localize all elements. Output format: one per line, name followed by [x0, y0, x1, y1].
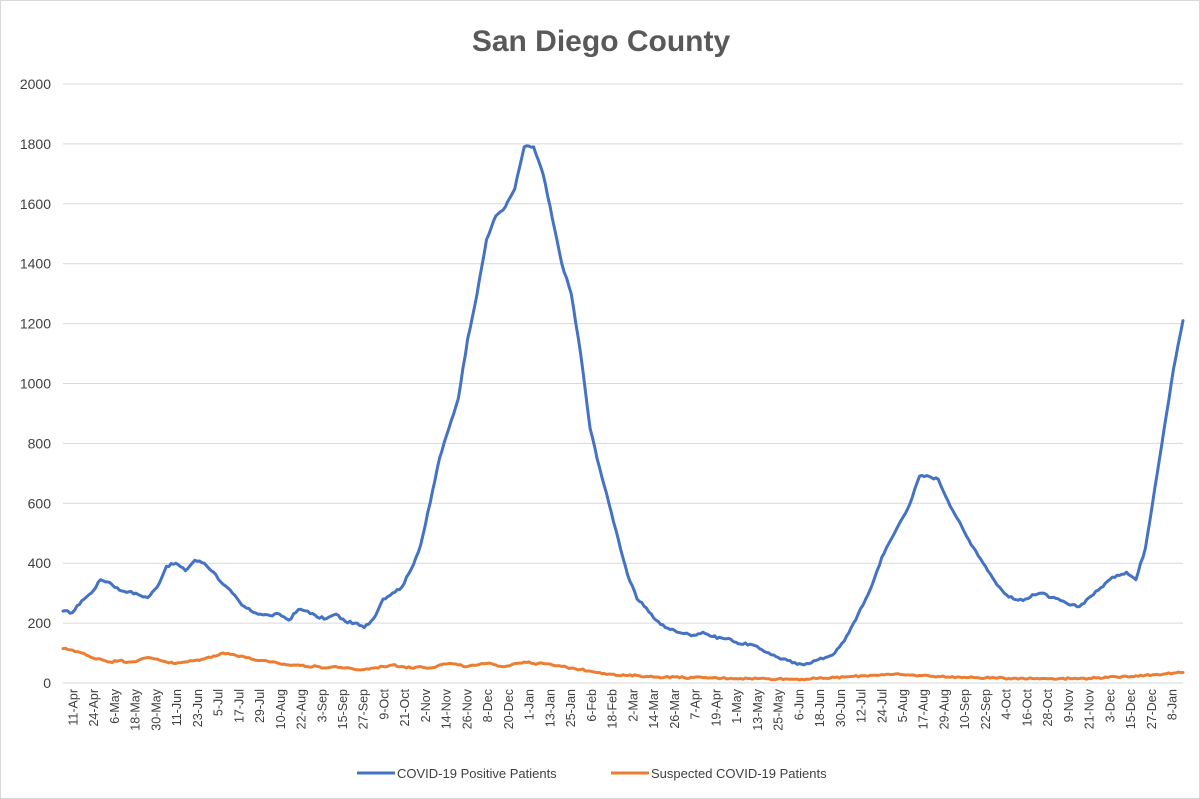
- y-tick-label: 1600: [20, 196, 51, 212]
- x-tick-label: 15-Dec: [1124, 689, 1138, 729]
- x-tick-label: 28-Oct: [1041, 688, 1055, 726]
- y-tick-label: 400: [28, 555, 52, 571]
- x-tick-label: 11-Jun: [170, 689, 184, 726]
- x-tick-label: 4-Oct: [1000, 688, 1014, 719]
- y-axis-labels: 0 200 400 600 800 1000 1200 1400 1600 1800 2000: [20, 76, 51, 691]
- x-tick-label: 9-Oct: [377, 688, 391, 719]
- x-tick-label: 7-Apr: [689, 689, 703, 720]
- x-tick-label: 6-Feb: [585, 689, 599, 722]
- x-tick-label: 5-Jul: [212, 689, 226, 716]
- y-tick-label: 600: [28, 495, 52, 511]
- y-tick-label: 2000: [20, 76, 51, 92]
- x-tick-label: 3-Sep: [315, 689, 329, 722]
- y-tick-label: 200: [28, 615, 52, 631]
- y-tick-label: 800: [28, 435, 52, 451]
- x-tick-label: 10-Aug: [274, 689, 288, 729]
- x-tick-label: 22-Sep: [979, 689, 993, 729]
- legend: COVID-19 Positive Patients Suspected COVI…: [357, 766, 827, 781]
- x-tick-label: 5-Aug: [896, 689, 910, 722]
- x-tick-label: 16-Oct: [1020, 688, 1034, 726]
- x-tick-label: 1-May: [730, 688, 744, 723]
- x-tick-label: 9-Nov: [1062, 688, 1076, 722]
- x-tick-label: 29-Aug: [937, 689, 951, 729]
- x-tick-label: 13-May: [751, 688, 765, 730]
- x-tick-label: 24-Jul: [875, 689, 889, 723]
- x-tick-label: 11-Apr: [66, 689, 80, 726]
- x-tick-label: 20-Dec: [502, 689, 516, 729]
- x-tick-label: 8-Dec: [481, 689, 495, 722]
- x-tick-label: 6-Jun: [792, 689, 806, 720]
- x-tick-label: 19-Apr: [709, 689, 723, 727]
- x-tick-label: 8-Jan: [1166, 689, 1180, 720]
- x-tick-label: 25-Jan: [564, 689, 578, 727]
- x-tick-label: 17-Aug: [917, 689, 931, 729]
- legend-label-1: Suspected COVID-19 Patients: [651, 766, 827, 781]
- y-tick-label: 1400: [20, 256, 51, 272]
- x-tick-label: 1-Jan: [523, 689, 537, 720]
- x-tick-label: 24-Apr: [87, 689, 101, 727]
- x-tick-label: 18-Jun: [813, 689, 827, 727]
- series-layer: [61, 144, 1185, 682]
- x-tick-label: 14-Nov: [440, 688, 454, 729]
- y-tick-label: 1800: [20, 136, 51, 152]
- x-tick-label: 27-Dec: [1145, 689, 1159, 729]
- x-axis-labels: 11-Apr 24-Apr 6-May 18-May 30-May 11-Jun 23-Ju…: [66, 688, 1179, 730]
- series-line-0: [61, 144, 1185, 667]
- x-tick-label: 29-Jul: [253, 689, 267, 723]
- x-tick-label: 21-Oct: [398, 688, 412, 726]
- x-tick-label: 17-Jul: [232, 689, 246, 723]
- x-tick-label: 18-May: [129, 688, 143, 730]
- x-tick-label: 2-Mar: [626, 689, 640, 722]
- x-tick-label: 10-Sep: [958, 689, 972, 729]
- x-tick-label: 3-Dec: [1103, 689, 1117, 722]
- x-tick-label: 26-Nov: [460, 688, 474, 729]
- legend-label-0: COVID-19 Positive Patients: [397, 766, 557, 781]
- x-tick-label: 18-Feb: [606, 689, 620, 729]
- x-tick-label: 21-Nov: [1083, 688, 1097, 729]
- x-tick-label: 30-May: [149, 688, 163, 730]
- x-tick-label: 30-Jun: [834, 689, 848, 727]
- x-tick-label: 27-Sep: [357, 689, 371, 729]
- x-tick-label: 15-Sep: [336, 689, 350, 729]
- y-tick-label: 0: [43, 675, 51, 691]
- y-tick-label: 1200: [20, 316, 51, 332]
- series-line-1: [61, 646, 1185, 682]
- y-tick-label: 1000: [20, 376, 51, 392]
- x-tick-label: 14-Mar: [647, 689, 661, 729]
- x-tick-label: 6-May: [108, 688, 122, 723]
- grid: [63, 83, 1183, 684]
- x-tick-label: 22-Aug: [295, 689, 309, 729]
- x-tick-label: 2-Nov: [419, 688, 433, 722]
- x-tick-label: 13-Jan: [543, 689, 557, 727]
- x-tick-label: 26-Mar: [668, 689, 682, 729]
- x-tick-label: 12-Jul: [855, 689, 869, 723]
- chart-title: San Diego County: [472, 25, 731, 58]
- x-tick-label: 23-Jun: [191, 689, 205, 727]
- x-tick-label: 25-May: [772, 688, 786, 730]
